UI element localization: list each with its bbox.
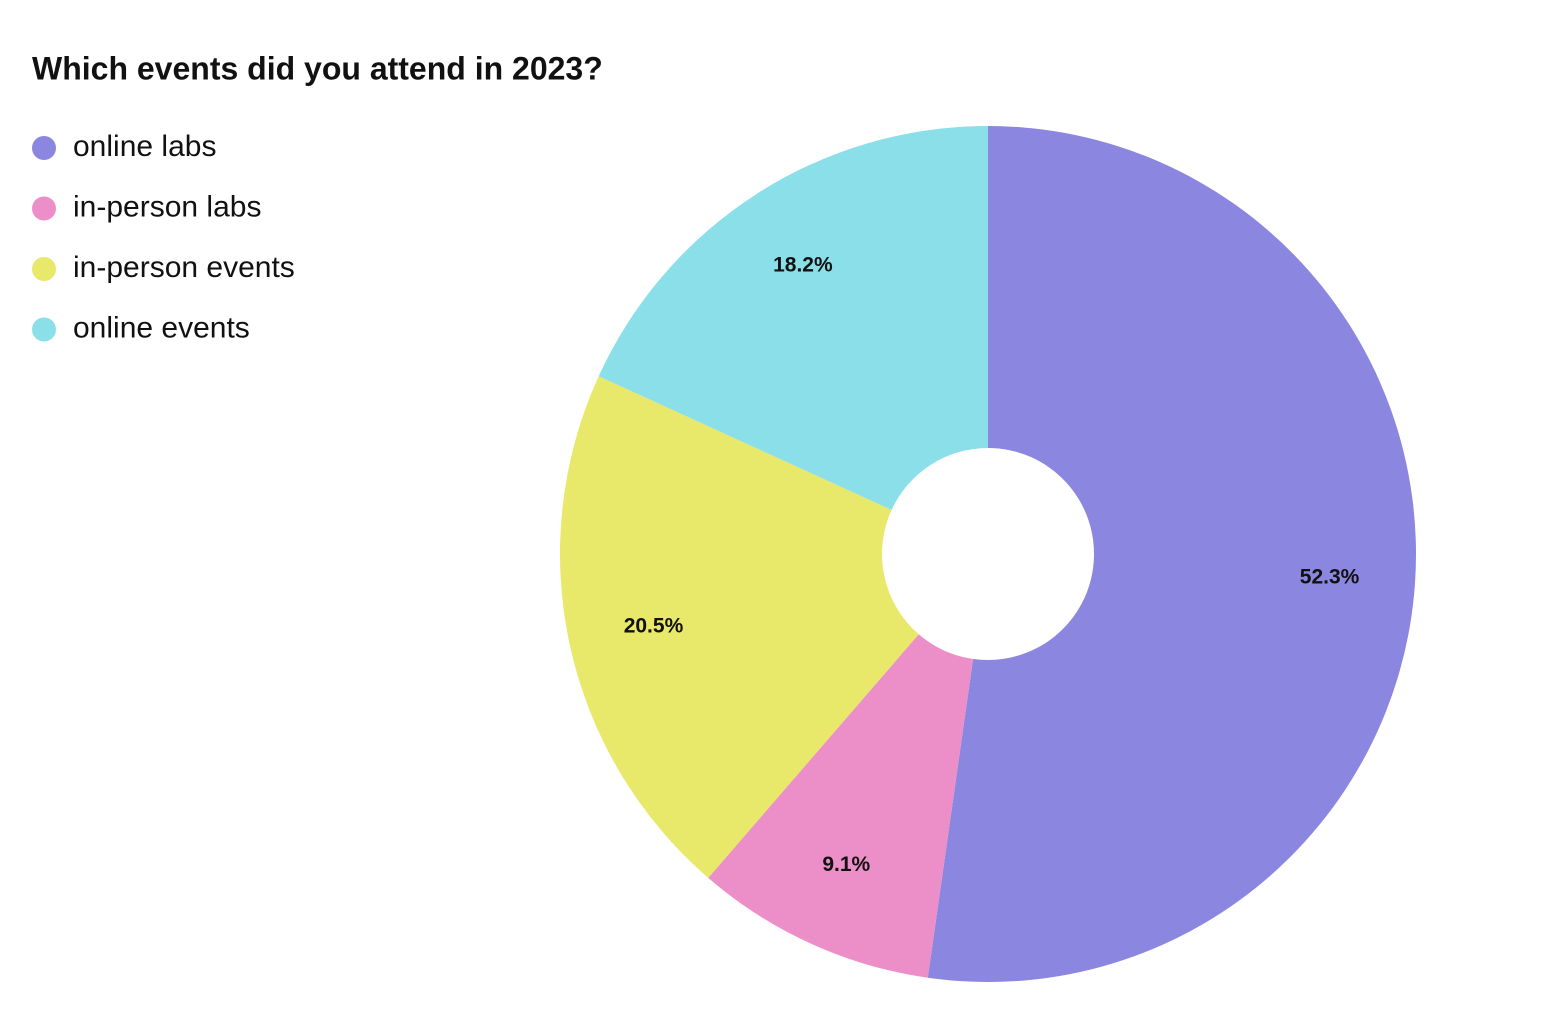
slice-label: 18.2% (773, 254, 833, 277)
slice-label: 52.3% (1300, 566, 1360, 589)
slice (708, 634, 974, 978)
slice-label: 9.1% (822, 853, 870, 876)
legend-label: online labs (73, 130, 216, 163)
slice (559, 376, 919, 878)
legend-marker (32, 317, 56, 342)
slice (598, 126, 988, 510)
legend-marker (32, 196, 56, 221)
chart-title: Which events did you attend in 2023? (32, 50, 603, 86)
legend-label: online events (73, 311, 250, 344)
legend-marker (32, 257, 56, 281)
slice (927, 126, 1417, 982)
slice-label: 20.5% (624, 615, 684, 638)
legend-label: in-person events (73, 251, 295, 284)
legend-label: in-person labs (73, 190, 261, 223)
legend-marker (32, 136, 56, 160)
